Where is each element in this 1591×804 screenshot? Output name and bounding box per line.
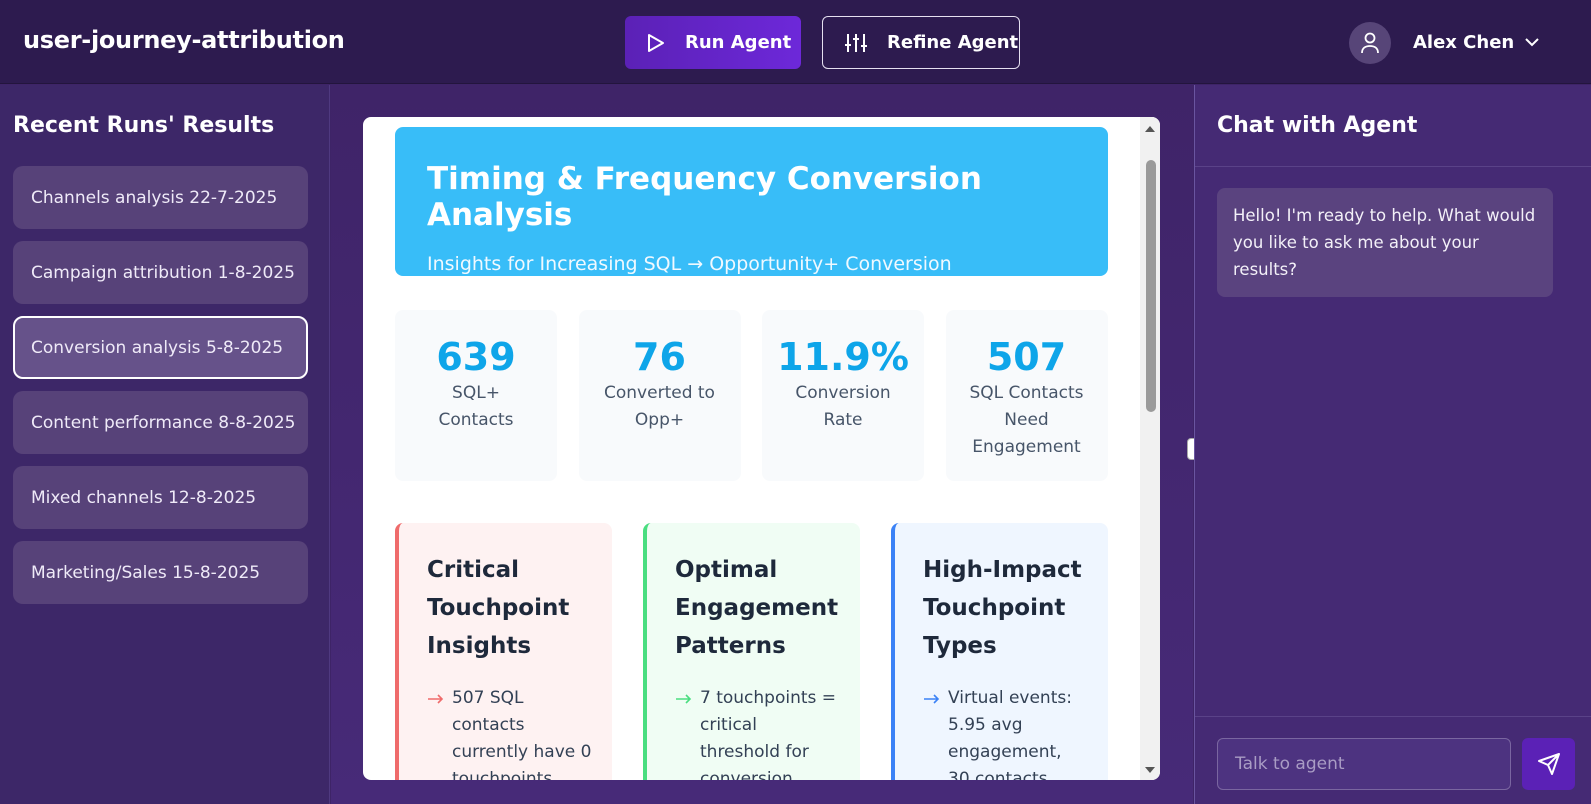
- run-item[interactable]: Mixed channels 12-8-2025: [13, 466, 308, 529]
- stat-card: 11.9% Conversion Rate: [762, 310, 924, 481]
- stat-value: 11.9%: [777, 335, 909, 379]
- stat-label: Conversion Rate: [795, 383, 891, 430]
- chat-title: Chat with Agent: [1217, 113, 1418, 138]
- card-title: High-Impact Touchpoint Types: [923, 557, 1082, 659]
- report-banner: Timing & Frequency Conversion Analysis I…: [395, 127, 1108, 276]
- header: user-journey-attribution Run Agent Refin…: [0, 0, 1591, 84]
- stat-value: 76: [633, 335, 686, 379]
- divider: [1195, 716, 1591, 717]
- main: Timing & Frequency Conversion Analysis I…: [331, 85, 1193, 804]
- run-item[interactable]: Content performance 8-8-2025: [13, 391, 308, 454]
- arrow-icon: [428, 694, 444, 704]
- report-title: Timing & Frequency Conversion Analysis: [427, 161, 982, 233]
- card-title: Optimal Engagement Patterns: [675, 557, 839, 659]
- run-item[interactable]: Marketing/Sales 15-8-2025: [13, 541, 308, 604]
- chat-message: Hello! I'm ready to help. What would you…: [1217, 188, 1553, 297]
- run-item[interactable]: Conversion analysis 5-8-2025: [13, 316, 308, 379]
- stat-label: SQL+ Contacts: [438, 383, 514, 430]
- stat-value: 639: [436, 335, 516, 379]
- send-icon: [1537, 753, 1560, 775]
- run-label: Run Agent: [685, 32, 792, 53]
- card-item: Virtual events: 5.95 avg engagement, 30 …: [923, 685, 1088, 780]
- stat-card: 507 SQL Contacts Need Engagement: [945, 310, 1108, 481]
- stat-label: SQL Contacts Need Engagement: [969, 383, 1084, 457]
- run-item[interactable]: Channels analysis 22-7-2025: [13, 166, 308, 229]
- scroll-up[interactable]: [1140, 121, 1160, 137]
- sidebar-title: Recent Runs' Results: [13, 113, 275, 138]
- report-frame: Timing & Frequency Conversion Analysis I…: [363, 117, 1160, 780]
- card-item: 7 touchpoints = critical threshold for c…: [675, 685, 840, 780]
- run-button[interactable]: Run Agent: [625, 16, 801, 69]
- card-item: 507 SQL contacts currently have 0 touchp…: [427, 685, 592, 780]
- arrow-icon: [676, 694, 692, 704]
- stat-card: 639 SQL+ Contacts: [395, 310, 557, 481]
- divider: [1195, 166, 1591, 167]
- sliders-icon: [845, 33, 867, 52]
- scroll-thumb[interactable]: [1146, 160, 1156, 412]
- user-name[interactable]: Alex Chen: [1413, 32, 1515, 53]
- insight-card: Critical Touchpoint Insights 507 SQL cont…: [395, 523, 612, 780]
- card-item-text: 507 SQL contacts currently have 0 touchp…: [452, 688, 592, 780]
- refine-label: Refine Agent: [887, 32, 1019, 53]
- play-icon: [648, 33, 664, 52]
- stat-label: Converted to Opp+: [604, 383, 715, 430]
- card-title: Critical Touchpoint Insights: [427, 557, 570, 659]
- chevron[interactable]: [1524, 36, 1540, 48]
- report-subtitle: Insights for Increasing SQL → Opportunit…: [427, 253, 952, 275]
- refine-button[interactable]: Refine Agent: [822, 16, 1020, 69]
- sidebar: Recent Runs' Results Channels analysis 2…: [0, 85, 330, 804]
- stat-card: 76 Converted to Opp+: [578, 310, 741, 481]
- scroll-down[interactable]: [1140, 762, 1160, 778]
- run-item[interactable]: Campaign attribution 1-8-2025: [13, 241, 308, 304]
- scrollbar[interactable]: [1140, 117, 1160, 780]
- card-item-text: Virtual events: 5.95 avg engagement, 30 …: [948, 688, 1072, 780]
- stat-value: 507: [986, 335, 1067, 379]
- card-item-text: 7 touchpoints = critical threshold for c…: [700, 688, 837, 780]
- chat-panel: Chat with Agent Talk to agent Hello! I'm…: [1194, 85, 1591, 804]
- send-button[interactable]: [1522, 738, 1575, 790]
- app-title: user-journey-attribution: [23, 26, 345, 54]
- chat-input[interactable]: Talk to agent: [1217, 738, 1511, 790]
- insight-card: High-Impact Touchpoint Types Virtual even…: [891, 523, 1108, 780]
- avatar[interactable]: [1349, 22, 1391, 64]
- user-icon: [1361, 32, 1379, 54]
- arrow-icon: [924, 694, 940, 704]
- insight-card: Optimal Engagement Patterns 7 touchpoints…: [643, 523, 860, 780]
